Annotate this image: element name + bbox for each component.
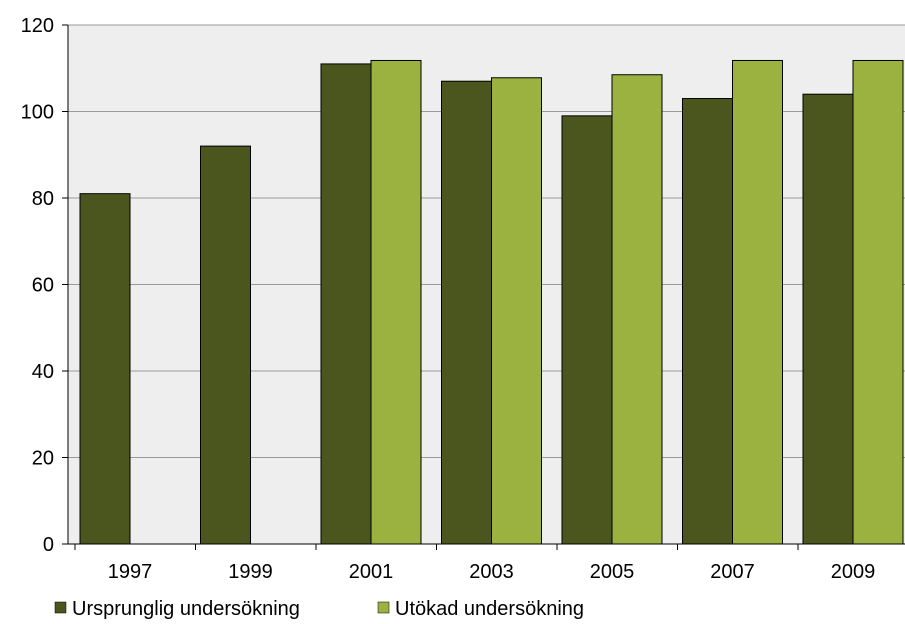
y-tick-label: 80	[32, 188, 54, 210]
x-tick-label: 2007	[710, 561, 755, 583]
bar-utokad-2005	[611, 74, 663, 545]
y-tick-label: 0	[43, 534, 54, 556]
legend-swatch-ursprunglig	[54, 601, 67, 614]
y-tick-label: 20	[32, 448, 54, 470]
legend-label-ursprunglig: Ursprunglig undersökning	[72, 598, 300, 620]
bar-ursprunglig-2005	[561, 115, 613, 545]
x-tick-label: 2009	[831, 561, 876, 583]
bar-utokad-2001	[370, 59, 422, 545]
bars	[79, 59, 904, 545]
bar-ursprunglig-1997	[79, 193, 131, 545]
legend: Ursprunglig undersökning Utökad undersök…	[54, 598, 584, 620]
y-tick-label: 120	[21, 15, 54, 37]
bar-ursprunglig-2009	[802, 93, 854, 545]
y-tick-label: 100	[21, 102, 54, 124]
y-tick-label: 40	[32, 361, 54, 383]
x-axis-ticks: 1997 1999 2001 2003 2005 2007 2009	[74, 544, 876, 583]
bar-utokad-2003	[491, 77, 542, 545]
legend-label-utokad: Utökad undersökning	[395, 598, 584, 620]
x-tick-label: 2005	[590, 561, 635, 583]
y-tick-label: 60	[32, 275, 54, 297]
legend-swatch-utokad	[377, 601, 390, 614]
bar-ursprunglig-2007	[682, 98, 733, 545]
x-tick-label: 1997	[108, 561, 153, 583]
bar-ursprunglig-1999	[200, 145, 251, 545]
bar-utokad-2009	[852, 59, 904, 545]
x-tick-label: 2003	[469, 561, 514, 583]
x-tick-label: 2001	[349, 561, 394, 583]
y-axis-ticks: 0 20 40 60 80 100 120	[21, 15, 68, 556]
bar-utokad-2007	[732, 59, 783, 545]
bar-ursprunglig-2003	[441, 80, 492, 545]
x-tick-label: 1999	[228, 561, 273, 583]
bar-ursprunglig-2001	[320, 63, 372, 545]
